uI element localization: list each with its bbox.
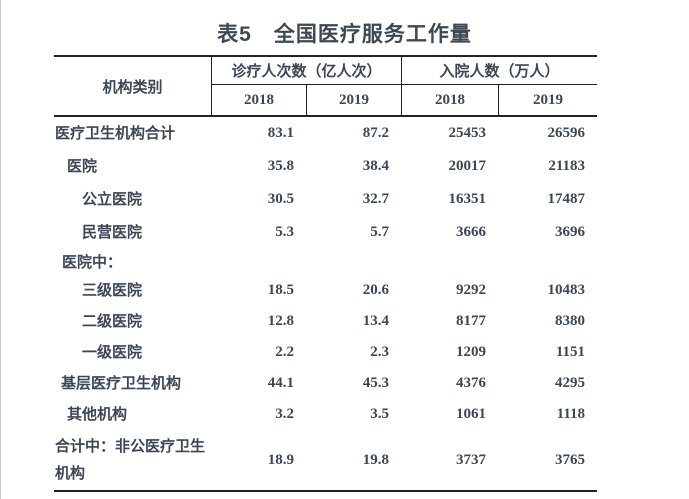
cell-value: 83.1: [267, 125, 294, 141]
cell-value: 1061: [456, 406, 486, 422]
cell-value: 10483: [547, 282, 586, 298]
cell-value: 3765: [555, 451, 585, 468]
cell-value: 12.8: [267, 313, 294, 329]
cell-value: 2.2: [275, 344, 294, 360]
cell-value: 30.5: [267, 191, 294, 207]
cell-value: 44.1: [267, 375, 294, 391]
column-group-admissions: 入院人数（万人）: [401, 57, 597, 85]
cell-value: 4295: [555, 375, 585, 391]
row-label: 二级医院: [82, 313, 143, 330]
table-title: 表5 全国医疗服务工作量: [217, 23, 472, 46]
column-header-year: 2019: [498, 85, 597, 115]
row-label: 医疗卫生机构合计: [55, 125, 176, 142]
cell-value: 4376: [456, 375, 486, 391]
table-row: 其他机构 3.2 3.5 1061 1118: [54, 399, 597, 430]
cell-value: 87.2: [362, 125, 389, 141]
cell-value: 5.3: [275, 224, 294, 240]
row-label: 合计中：非公医疗卫生机构: [55, 438, 206, 482]
cell-value: 8380: [555, 313, 585, 329]
column-header-year: 2018: [401, 85, 498, 115]
cell-value: 35.8: [267, 158, 294, 174]
table-row: 医院 35.8 38.4 20017 21183: [54, 150, 597, 183]
cell-value: 3666: [456, 224, 486, 240]
cell-value: 13.4: [362, 313, 389, 329]
cell-value: 9292: [456, 282, 486, 298]
row-label: 公立医院: [82, 191, 143, 208]
table-row: 公立医院 30.5 32.7 16351 17487: [54, 183, 597, 216]
cell-value: 16351: [448, 191, 487, 207]
column-header-institution-type: 机构类别: [54, 57, 212, 115]
table-body: 医疗卫生机构合计 83.1 87.2 25453 26596 医院 35.8 3…: [54, 117, 597, 490]
table-row: 二级医院 12.8 13.4 8177 8380: [54, 306, 597, 337]
column-header-year: 2018: [244, 91, 274, 108]
statistics-table: 机构类别 诊疗人次数（亿人次） 入院人数（万人） 2018 2019 2018 …: [54, 55, 597, 492]
cell-value: 3.5: [370, 406, 389, 422]
cell-value: 1118: [556, 406, 585, 422]
cell-value: 26596: [547, 125, 586, 141]
cell-value: 20.6: [362, 282, 389, 298]
cell-value: 2.3: [370, 344, 389, 360]
cell-value: 17487: [547, 191, 586, 207]
table-title-row: 表5 全国医疗服务工作量: [0, 0, 689, 55]
cell-value: 1209: [456, 344, 486, 360]
table-row: 一级医院 2.2 2.3 1209 1151: [54, 337, 597, 368]
cell-value: 1151: [555, 344, 585, 360]
row-label: 医院: [67, 158, 98, 175]
page-edge-line: [0, 0, 1, 499]
cell-value: 18.5: [267, 282, 294, 298]
cell-value: 21183: [548, 158, 585, 174]
row-label: 一级医院: [82, 344, 143, 361]
table-row: 医疗卫生机构合计 83.1 87.2 25453 26596: [54, 117, 597, 150]
row-label: 三级医院: [82, 282, 143, 299]
column-header-year: 2019: [306, 85, 401, 115]
cell-value: 25453: [448, 125, 487, 141]
table-row: 三级医院 18.5 20.6 9292 10483: [54, 275, 597, 306]
table-row: 基层医疗卫生机构 44.1 45.3 4376 4295: [54, 368, 597, 399]
row-label: 其他机构: [67, 406, 128, 423]
table-row: 民营医院 5.3 5.7 3666 3696: [54, 216, 597, 249]
cell-value: 32.7: [362, 191, 389, 207]
row-label: 医院中：: [62, 254, 123, 271]
cell-value: 5.7: [370, 224, 389, 240]
table-row: 合计中：非公医疗卫生机构 18.9 19.8 3737 3765: [54, 430, 597, 490]
cell-value: 3696: [555, 224, 585, 240]
cell-value: 38.4: [362, 158, 389, 174]
row-label: 基层医疗卫生机构: [61, 375, 182, 392]
cell-value: 3.2: [275, 406, 294, 422]
cell-value: 8177: [456, 313, 486, 329]
cell-value: 18.9: [267, 451, 294, 468]
table-header: 机构类别 诊疗人次数（亿人次） 入院人数（万人） 2018 2019 2018 …: [54, 57, 597, 117]
cell-value: 19.8: [362, 451, 389, 468]
column-group-outpatient-visits: 诊疗人次数（亿人次）: [212, 57, 401, 85]
cell-value: 20017: [448, 158, 487, 174]
row-label: 民营医院: [82, 224, 143, 241]
table-section-row: 医院中：: [54, 249, 597, 275]
cell-value: 45.3: [362, 375, 389, 391]
cell-value: 3737: [456, 451, 486, 468]
